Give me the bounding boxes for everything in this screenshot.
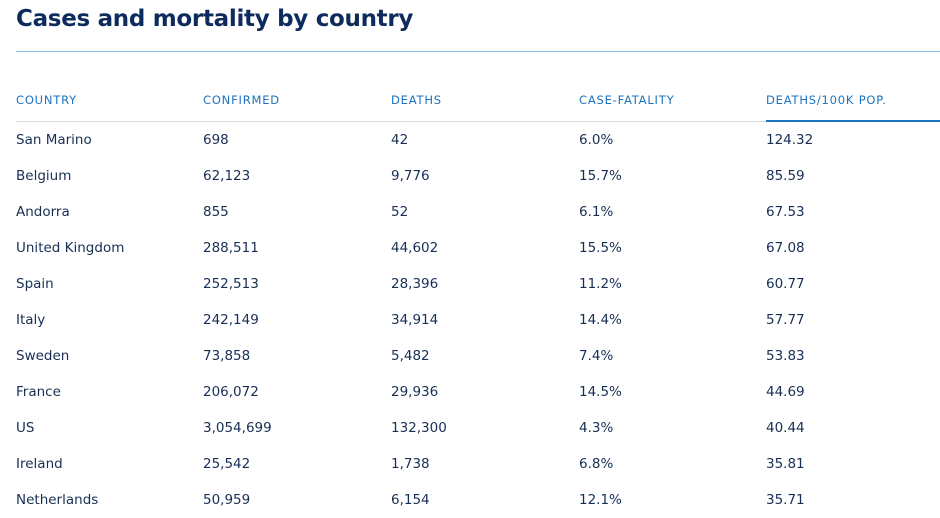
cell-country: France	[16, 384, 61, 400]
cell-case-fatality: 14.5%	[579, 384, 622, 400]
cell-country: San Marino	[16, 132, 92, 148]
cell-case-fatality: 7.4%	[579, 348, 614, 364]
table-body: San Marino 698 42 6.0% 124.32 Belgium 62,123 9,…	[16, 122, 940, 518]
cell-deaths-per-100k: 44.69	[766, 384, 805, 400]
cell-deaths: 44,602	[391, 240, 439, 256]
cell-confirmed: 3,054,699	[203, 420, 272, 436]
cell-deaths: 5,482	[391, 348, 430, 364]
cell-deaths-per-100k: 35.81	[766, 456, 805, 472]
cell-confirmed: 698	[203, 132, 229, 148]
cell-country: United Kingdom	[16, 240, 125, 256]
cell-case-fatality: 6.1%	[579, 204, 614, 220]
column-header-confirmed[interactable]: CONFIRMED	[203, 93, 280, 107]
cell-confirmed: 206,072	[203, 384, 259, 400]
cases-table: COUNTRY CONFIRMED DEATHS CASE-FATALITY D…	[16, 84, 940, 518]
column-header-case-fatality[interactable]: CASE-FATALITY	[579, 93, 675, 107]
cell-deaths: 42	[391, 132, 409, 148]
table-row: Ireland 25,542 1,738 6.8% 35.81	[16, 446, 940, 482]
cell-deaths-per-100k: 124.32	[766, 132, 814, 148]
table-row: France 206,072 29,936 14.5% 44.69	[16, 374, 940, 410]
cell-deaths: 52	[391, 204, 409, 220]
cell-country: Sweden	[16, 348, 70, 364]
cell-deaths-per-100k: 67.08	[766, 240, 805, 256]
cell-confirmed: 288,511	[203, 240, 259, 256]
cell-deaths-per-100k: 85.59	[766, 168, 805, 184]
table-row: San Marino 698 42 6.0% 124.32	[16, 122, 940, 158]
cell-country: Netherlands	[16, 492, 99, 508]
cell-deaths-per-100k: 53.83	[766, 348, 805, 364]
column-header-country[interactable]: COUNTRY	[16, 93, 78, 107]
cell-deaths: 28,396	[391, 276, 439, 292]
table-row: Italy 242,149 34,914 14.4% 57.77	[16, 302, 940, 338]
cell-confirmed: 855	[203, 204, 229, 220]
cell-deaths: 132,300	[391, 420, 447, 436]
table-row: United Kingdom 288,511 44,602 15.5% 67.08	[16, 230, 940, 266]
table-header: COUNTRY CONFIRMED DEATHS CASE-FATALITY D…	[16, 84, 940, 122]
cell-confirmed: 73,858	[203, 348, 251, 364]
cell-case-fatality: 14.4%	[579, 312, 622, 328]
cell-confirmed: 252,513	[203, 276, 259, 292]
cell-country: Andorra	[16, 204, 70, 220]
cell-case-fatality: 4.3%	[579, 420, 614, 436]
cell-deaths-per-100k: 40.44	[766, 420, 805, 436]
column-header-deaths-per-100k[interactable]: DEATHS/100K POP.	[766, 93, 940, 122]
table-row: Andorra 855 52 6.1% 67.53	[16, 194, 940, 230]
table-row: Spain 252,513 28,396 11.2% 60.77	[16, 266, 940, 302]
cell-deaths: 6,154	[391, 492, 430, 508]
cell-country: Spain	[16, 276, 54, 292]
column-header-deaths[interactable]: DEATHS	[391, 93, 442, 107]
title-divider	[16, 51, 940, 52]
cell-case-fatality: 15.5%	[579, 240, 622, 256]
cell-case-fatality: 15.7%	[579, 168, 622, 184]
cell-deaths: 9,776	[391, 168, 430, 184]
scroll-fade	[0, 506, 940, 516]
cell-country: Belgium	[16, 168, 72, 184]
cell-case-fatality: 6.8%	[579, 456, 614, 472]
table-row: Netherlands 50,959 6,154 12.1% 35.71	[16, 482, 940, 518]
cell-case-fatality: 6.0%	[579, 132, 614, 148]
cell-confirmed: 25,542	[203, 456, 251, 472]
cell-deaths-per-100k: 67.53	[766, 204, 805, 220]
cell-deaths: 34,914	[391, 312, 439, 328]
cell-deaths-per-100k: 60.77	[766, 276, 805, 292]
cell-country: Italy	[16, 312, 46, 328]
cell-deaths: 29,936	[391, 384, 439, 400]
cell-case-fatality: 12.1%	[579, 492, 622, 508]
cell-deaths-per-100k: 35.71	[766, 492, 805, 508]
table-row: Sweden 73,858 5,482 7.4% 53.83	[16, 338, 940, 374]
cell-country: Ireland	[16, 456, 63, 472]
table-row: US 3,054,699 132,300 4.3% 40.44	[16, 410, 940, 446]
cell-confirmed: 62,123	[203, 168, 251, 184]
cell-confirmed: 50,959	[203, 492, 251, 508]
page-title: Cases and mortality by country	[16, 6, 414, 32]
cell-confirmed: 242,149	[203, 312, 259, 328]
cell-case-fatality: 11.2%	[579, 276, 622, 292]
cell-deaths: 1,738	[391, 456, 430, 472]
cell-deaths-per-100k: 57.77	[766, 312, 805, 328]
cell-country: US	[16, 420, 35, 436]
table-row: Belgium 62,123 9,776 15.7% 85.59	[16, 158, 940, 194]
